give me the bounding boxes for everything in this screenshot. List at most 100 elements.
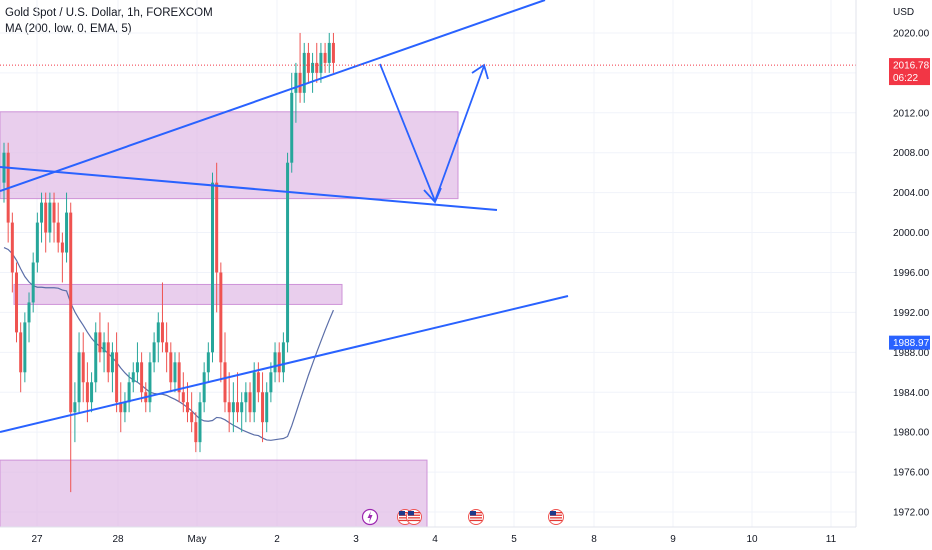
candle-body[interactable] (140, 362, 144, 393)
candle-body[interactable] (156, 322, 160, 343)
candle-body[interactable] (177, 362, 181, 393)
candle-body[interactable] (306, 52, 310, 73)
candle-body[interactable] (202, 372, 206, 403)
candle-body[interactable] (181, 392, 185, 403)
candle-body[interactable] (44, 202, 48, 233)
price-tick-label: 1984.00 (893, 388, 930, 399)
time-tick-label: 2 (274, 534, 280, 545)
supply-demand-zone[interactable] (13, 283, 343, 305)
candle-body[interactable] (27, 302, 31, 323)
candle-body[interactable] (265, 392, 269, 423)
candle-body[interactable] (115, 352, 119, 403)
price-tick-label: 1972.00 (893, 508, 930, 519)
candle-body[interactable] (273, 352, 277, 373)
candle-body[interactable] (60, 242, 64, 253)
candle-body[interactable] (169, 352, 173, 383)
candle-body[interactable] (56, 222, 60, 243)
candle-body[interactable] (35, 222, 39, 263)
lightning-glyph (367, 511, 373, 523)
candle-body[interactable] (98, 332, 102, 353)
candle-body[interactable] (152, 342, 156, 363)
candle-body[interactable] (286, 162, 290, 343)
candle-body[interactable] (194, 422, 198, 443)
candle-body[interactable] (65, 212, 69, 253)
flag-canton (550, 511, 556, 516)
candle-body[interactable] (311, 62, 315, 73)
candle-body[interactable] (173, 362, 177, 383)
candle-body[interactable] (223, 362, 227, 403)
candle-body[interactable] (198, 402, 202, 443)
candle-body[interactable] (102, 342, 106, 353)
candle-body[interactable] (10, 222, 14, 273)
flag-stripe (408, 519, 420, 522)
candle-body[interactable] (206, 352, 210, 373)
candle-body[interactable] (331, 42, 335, 63)
candle-body[interactable] (185, 402, 189, 413)
last-price-tag[interactable] (889, 58, 930, 86)
candle-body[interactable] (248, 392, 252, 413)
candle-body[interactable] (244, 392, 248, 403)
candle-body[interactable] (269, 372, 273, 393)
candle-body[interactable] (165, 342, 169, 353)
candle-body[interactable] (52, 202, 56, 223)
candle-body[interactable] (148, 362, 152, 403)
candle-body[interactable] (219, 272, 223, 363)
candle-body[interactable] (231, 402, 235, 413)
last-price-value: 2016.78 (893, 61, 930, 72)
candle-body[interactable] (106, 342, 110, 373)
candle-body[interactable] (31, 262, 35, 303)
candle-body[interactable] (131, 372, 135, 383)
candle-body[interactable] (15, 272, 19, 333)
candle-body[interactable] (110, 352, 114, 373)
currency-label[interactable]: USD (893, 7, 914, 18)
candle-body[interactable] (123, 402, 127, 413)
candle-body[interactable] (227, 402, 231, 413)
candle-body[interactable] (77, 352, 81, 403)
candle-body[interactable] (90, 382, 94, 403)
candle-body[interactable] (40, 202, 44, 223)
candle-body[interactable] (23, 322, 27, 373)
price-tick-label: 1992.00 (893, 308, 930, 319)
candle-body[interactable] (127, 382, 131, 403)
candle-body[interactable] (73, 402, 77, 413)
candle-body[interactable] (48, 202, 52, 233)
candle-body[interactable] (261, 392, 265, 423)
trendline[interactable] (0, 0, 546, 192)
candle-body[interactable] (302, 52, 306, 93)
candle-body[interactable] (211, 182, 214, 353)
candle-body[interactable] (160, 322, 164, 343)
candle-body[interactable] (290, 92, 294, 163)
candle-body[interactable] (190, 412, 194, 423)
time-tick-label: 8 (591, 534, 597, 545)
candle-body[interactable] (236, 402, 240, 413)
candle-body[interactable] (294, 72, 298, 93)
trendline[interactable] (0, 166, 498, 211)
trendline[interactable] (0, 295, 569, 433)
candle-body[interactable] (94, 332, 98, 383)
candle-body[interactable] (315, 62, 319, 73)
flag-stripe (399, 519, 411, 522)
price-tick-label: 2004.00 (893, 188, 930, 199)
candle-body[interactable] (85, 382, 89, 403)
candle-body[interactable] (19, 332, 23, 373)
candle-body[interactable] (281, 342, 285, 373)
flag-stripe (550, 519, 562, 522)
candle-body[interactable] (277, 352, 281, 373)
candle-body[interactable] (323, 52, 327, 63)
candle-body[interactable] (256, 372, 260, 393)
candle-body[interactable] (69, 212, 73, 413)
candle-body[interactable] (81, 352, 85, 383)
candle-body[interactable] (319, 52, 323, 73)
candle-body[interactable] (215, 182, 219, 273)
candle-body[interactable] (240, 402, 244, 413)
candle-body[interactable] (252, 372, 256, 413)
ma-line[interactable] (3, 246, 334, 441)
candle-body[interactable] (119, 402, 123, 413)
candle-body[interactable] (135, 362, 139, 373)
ma-price-tag[interactable] (889, 335, 930, 350)
supply-demand-zone[interactable] (0, 111, 459, 200)
candle-body[interactable] (327, 42, 331, 63)
candle-body[interactable] (298, 72, 302, 93)
